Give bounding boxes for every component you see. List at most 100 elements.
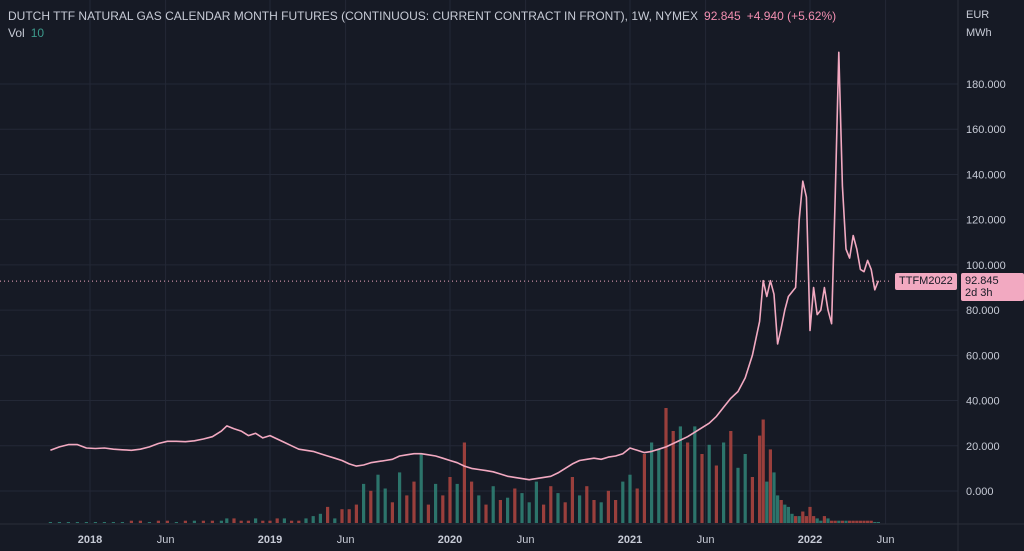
volume-value: 10 — [30, 26, 45, 40]
y-tick-label: 60.000 — [966, 350, 1000, 362]
volume-bar — [412, 481, 416, 523]
volume-bar — [819, 520, 823, 523]
volume-bar — [585, 486, 589, 523]
volume-bar — [851, 520, 855, 523]
volume-bar — [869, 520, 873, 523]
volume-bar — [876, 522, 880, 523]
volume-bar — [275, 518, 279, 523]
price-badge-countdown: 2d 3h — [965, 287, 993, 299]
volume-bar — [714, 465, 718, 523]
volume-bar — [812, 516, 816, 523]
volume-bar — [808, 506, 812, 523]
unit-currency: EUR — [966, 9, 990, 21]
volume-bar — [840, 520, 844, 523]
volume-bar — [862, 520, 866, 523]
price-badge-value: 92.845 — [965, 275, 999, 287]
volume-bar — [383, 488, 387, 523]
volume-bar — [542, 504, 546, 523]
volume-bar — [671, 431, 675, 523]
volume-bar — [736, 467, 740, 523]
volume-bar — [219, 520, 223, 523]
y-tick-label: 100.000 — [966, 260, 1006, 272]
volume-bar — [678, 426, 682, 523]
volume-bar — [225, 518, 229, 523]
volume-bar — [129, 520, 133, 523]
volume-bar — [743, 454, 747, 523]
y-tick-label: 20.000 — [966, 441, 1000, 453]
unit-energy: MWh — [966, 27, 992, 39]
volume-bar — [797, 516, 801, 523]
volume-bar — [111, 522, 115, 523]
symbol-title: DUTCH TTF NATURAL GAS CALENDAR MONTH FUT… — [8, 9, 699, 23]
volume-bar — [138, 520, 142, 523]
volume-bar — [830, 520, 834, 523]
volume-bar — [556, 493, 560, 523]
y-tick-label: 40.000 — [966, 396, 1000, 408]
volume-bar — [261, 520, 265, 523]
volume-bar — [779, 500, 783, 523]
volume-bar — [570, 477, 574, 523]
volume-bar — [826, 518, 830, 523]
volume-bar — [484, 504, 488, 523]
volume-bar — [628, 474, 632, 523]
volume-bar — [873, 522, 877, 523]
volume-bar — [192, 520, 196, 523]
volume-bar — [790, 513, 794, 523]
volume-bar — [498, 500, 502, 523]
volume-bar — [642, 454, 646, 523]
price-axis[interactable]: 0.000 20.000 40.000 60.000 80.000 100.000 120.… — [966, 79, 1006, 498]
volume-bar — [102, 522, 106, 523]
volume-bar — [707, 444, 711, 523]
volume-bar — [520, 493, 524, 523]
volume-bar — [599, 502, 603, 523]
volume-bar — [563, 502, 567, 523]
volume-bar — [578, 495, 582, 523]
volume-bar — [783, 504, 787, 523]
volume-bar — [815, 518, 819, 523]
volume-bar — [419, 454, 423, 523]
x-tick-label: Jun — [697, 534, 715, 546]
volume-bar — [165, 520, 169, 523]
volume-bar — [786, 506, 790, 523]
grid — [0, 0, 958, 524]
volume-bar — [297, 520, 301, 523]
symbol-badge: TTFM2022 — [895, 273, 957, 290]
x-tick-label: 2020 — [438, 534, 462, 546]
volume-bar — [750, 477, 754, 523]
volume-bar — [776, 495, 780, 523]
x-tick-label: Jun — [337, 534, 355, 546]
volume-bar — [426, 504, 430, 523]
volume-bar — [804, 516, 808, 523]
volume-bar — [772, 472, 776, 523]
volume-bar — [491, 486, 495, 523]
volume-label: Vol — [8, 26, 25, 40]
volume-bar — [621, 481, 625, 523]
volume-bar — [66, 522, 70, 523]
volume-bar — [606, 490, 610, 523]
volume-bar — [592, 500, 596, 523]
volume-bar — [513, 488, 517, 523]
volume-bar — [156, 520, 160, 523]
volume-bar — [761, 419, 765, 523]
volume-bar — [635, 488, 639, 523]
volume-bar — [246, 520, 250, 523]
volume-bar — [848, 520, 852, 523]
x-tick-label: 2021 — [618, 534, 642, 546]
volume-bar — [822, 516, 826, 523]
volume-bar — [239, 520, 243, 523]
volume-bar — [147, 522, 151, 523]
time-axis[interactable]: 2018 Jun 2019 Jun 2020 Jun 2021 Jun 2022 Jun — [78, 534, 895, 546]
volume-bar — [390, 502, 394, 523]
price-badge: 92.845 2d 3h — [961, 273, 1024, 301]
volume-bar — [794, 516, 798, 523]
y-tick-label: 0.000 — [966, 486, 994, 498]
volume-bar — [686, 442, 690, 523]
volume-bar — [462, 442, 466, 523]
x-tick-label: 2018 — [78, 534, 102, 546]
volume-bar — [210, 520, 214, 523]
y-tick-label: 140.000 — [966, 169, 1006, 181]
volume-bar — [700, 454, 704, 523]
volume-bar — [376, 474, 380, 523]
last-price: 92.845 — [704, 9, 741, 23]
